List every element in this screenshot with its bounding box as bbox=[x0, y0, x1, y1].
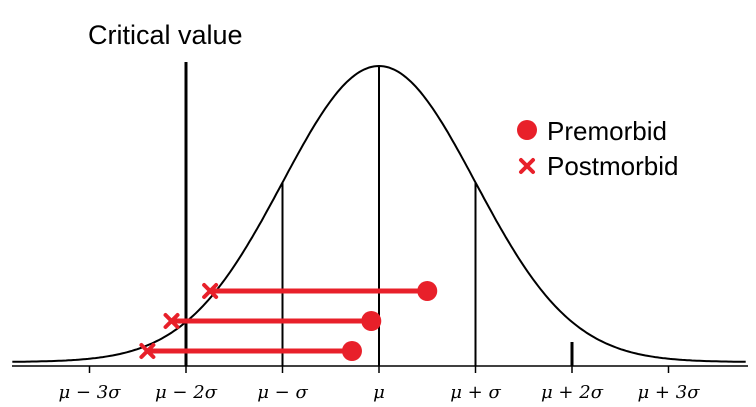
postmorbid-marker bbox=[202, 283, 219, 299]
cases bbox=[139, 281, 438, 361]
tick-label: μ bbox=[373, 382, 385, 403]
postmorbid-marker bbox=[163, 313, 180, 329]
tick-label: μ − σ bbox=[257, 382, 308, 403]
premorbid-marker bbox=[417, 281, 438, 301]
premorbid-legend-marker bbox=[517, 120, 537, 140]
tick-label: μ + 2σ bbox=[541, 382, 604, 403]
tick-label: μ + 3σ bbox=[638, 382, 701, 403]
legend: Premorbid Postmorbid bbox=[517, 116, 679, 181]
premorbid-marker bbox=[361, 311, 382, 331]
postmorbid-legend-label: Postmorbid bbox=[547, 151, 679, 181]
critical-value-label: Critical value bbox=[88, 20, 243, 50]
tick-label: μ − 2σ bbox=[155, 382, 218, 403]
tick-label: μ + σ bbox=[450, 382, 501, 403]
premorbid-marker bbox=[341, 341, 362, 361]
case-1 bbox=[202, 281, 438, 301]
postmorbid-legend-marker bbox=[519, 158, 535, 174]
x-axis-ticks: μ − 3σ μ − 2σ μ − σ μ μ + σ μ + 2σ μ + 3σ bbox=[59, 366, 701, 403]
premorbid-legend-label: Premorbid bbox=[547, 116, 667, 146]
postmorbid-marker bbox=[139, 343, 156, 359]
tick-label: μ − 3σ bbox=[59, 382, 122, 403]
case-2 bbox=[163, 311, 382, 331]
case-3 bbox=[139, 341, 362, 361]
